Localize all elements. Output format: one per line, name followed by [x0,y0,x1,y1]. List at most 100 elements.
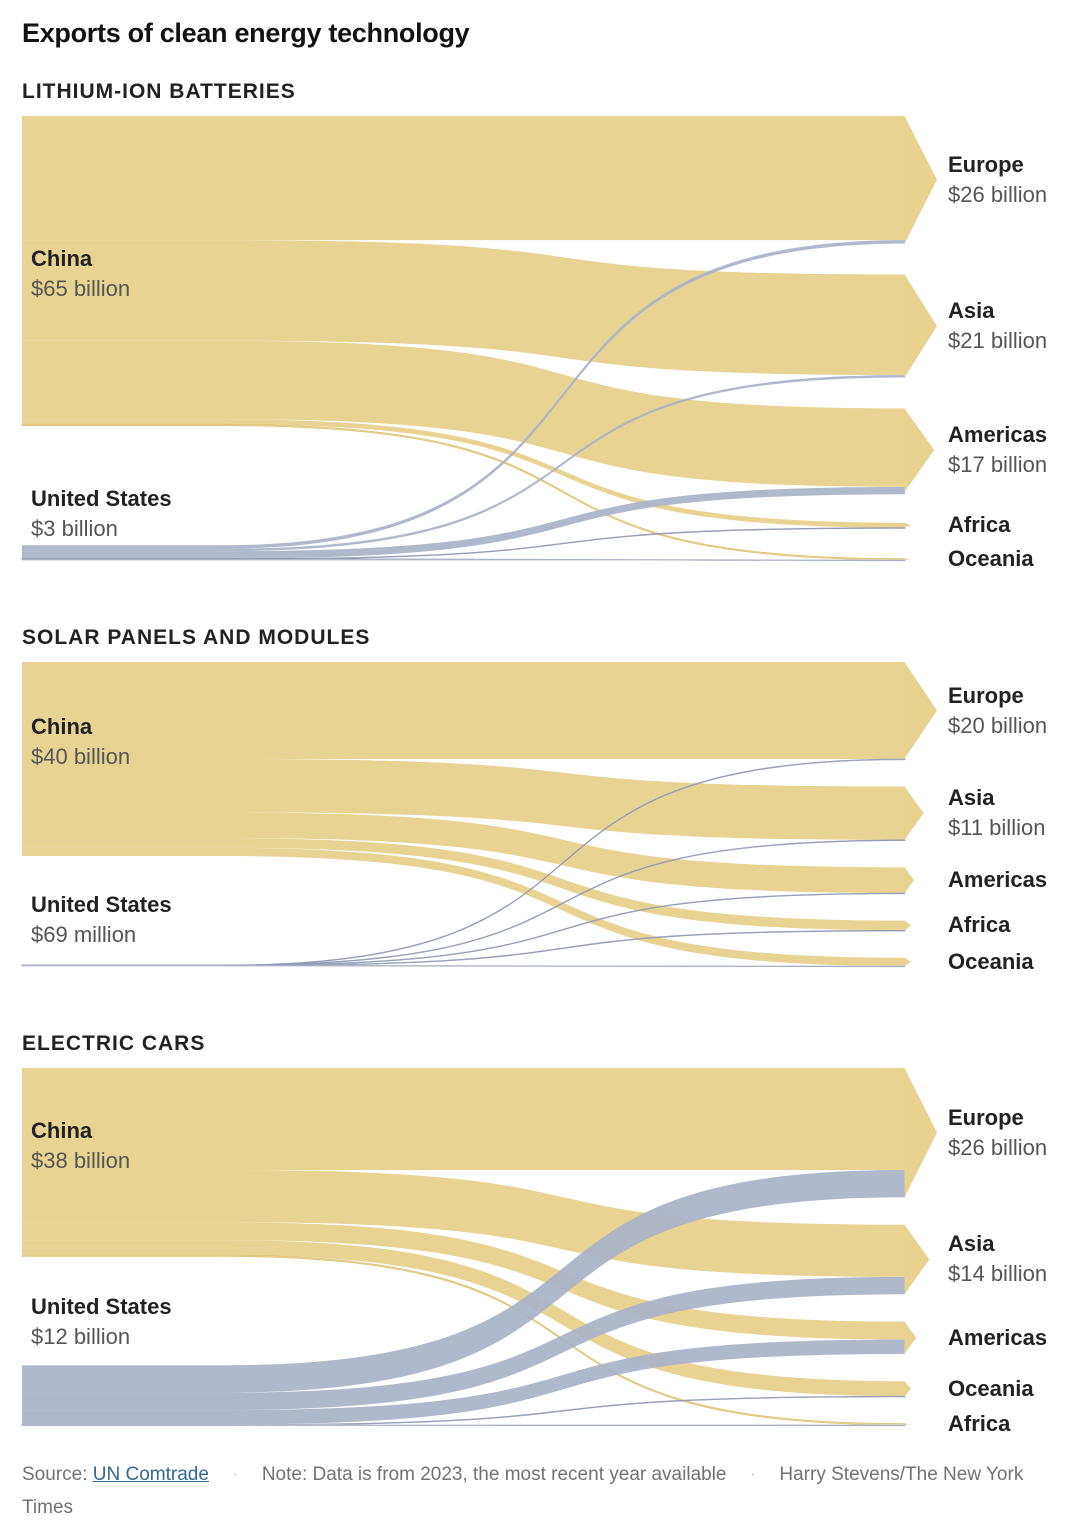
flow-united-states-to-europe [21,758,906,967]
source-value: $40 billion [31,744,131,769]
arrowhead-europe [904,662,937,759]
footer-credit: Harry Stevens/The New York Times [22,1464,1024,1518]
separator-dot: · [749,1464,757,1485]
footer-note: Note: Data is from 2023, the most recent… [261,1464,727,1485]
target-label-americas: Americas $17 billion [948,420,1047,480]
target-name: Americas [948,867,1048,893]
flow-china-to-africa [22,838,905,931]
arrowhead-europe [904,116,937,244]
flow-china-to-asia [22,240,905,376]
sankey-chart [21,116,937,562]
flow-china-to-oceania [22,1240,905,1397]
flow-united-states-to-africa [21,527,906,560]
flow-united-states-to-americas [22,486,905,559]
sankey-chart [21,1068,937,1427]
source-label-china: China $40 billion [31,712,130,772]
panel-electric-cars: ELECTRIC CARS China $38 billion United Sta… [0,1032,1080,1442]
flow-united-states-to-asia [22,1276,905,1411]
target-value: $11 billion [948,815,1046,841]
arrowhead-oceania [904,558,911,560]
target-label-asia: Asia $21 billion [948,296,1047,356]
target-label-africa: Africa [948,1409,1010,1439]
target-label-americas: Americas [948,865,1047,895]
source-label-china: China $38 billion [31,1116,130,1176]
target-value: $21 billion [948,328,1048,353]
source-name: United States [31,486,172,511]
arrowhead-europe [904,1068,937,1198]
flow-china-to-americas [22,812,905,894]
arrowhead-africa [904,1423,911,1425]
target-label-oceania: Oceania [948,1374,1034,1404]
chart-footer: Source: UN Comtrade · Note: Data is from… [22,1458,1052,1524]
target-value: $26 billion [948,1134,1048,1160]
source-value: $65 billion [31,276,131,301]
arrowhead-oceania [904,1381,911,1397]
target-name: Oceania [948,546,1034,572]
flow-china-to-asia [22,759,905,840]
target-name: Asia [948,785,995,811]
target-name: Oceania [948,948,1034,974]
target-value: $14 billion [948,1261,1048,1287]
target-label-europe: Europe $26 billion [948,150,1047,210]
flow-china-to-africa [22,419,905,528]
panel-title: ELECTRIC CARS [22,1032,206,1055]
arrowhead-americas [904,1321,917,1354]
source-name: China [31,246,93,271]
panel-solar-panels-and-modules: SOLAR PANELS AND MODULES China $40 billio… [0,626,1080,986]
flow-united-states-to-americas [22,1339,905,1425]
arrowhead-asia [904,1224,930,1295]
arrowhead-oceania [904,957,911,966]
flow-china-to-europe [22,1068,905,1170]
target-label-europe: Europe $26 billion [948,1103,1047,1163]
flow-china-to-europe [22,662,905,759]
arrowhead-asia [904,786,924,840]
target-name: Asia [948,1231,995,1257]
source-value: $38 billion [31,1148,131,1173]
flow-united-states-to-africa [21,929,906,967]
source-value: $69 million [31,922,137,947]
target-label-asia: Asia $14 billion [948,1229,1047,1289]
flow-united-states-to-asia [21,839,906,967]
chart-title: Exports of clean energy technology [22,18,470,48]
target-name: Americas [948,1324,1048,1350]
arrowhead-americas [904,408,935,492]
flow-united-states-to-europe [22,1169,905,1393]
arrowhead-africa [904,920,911,931]
target-name: Americas [948,422,1048,448]
source-label-united-states: United States $69 million [31,890,172,950]
source-name: United States [31,1294,172,1319]
source-value: $12 billion [31,1324,131,1349]
target-label-africa: Africa [948,510,1010,540]
flow-china-to-americas [22,340,905,487]
target-name: Asia [948,298,995,323]
arrowhead-americas [904,867,914,894]
source-prefix: Source: [22,1464,88,1485]
target-value: $17 billion [948,452,1048,478]
target-name: Europe [948,682,1024,708]
flow-china-to-asia [22,1169,905,1277]
target-label-oceania: Oceania [948,544,1034,574]
panel-title: LITHIUM-ION BATTERIES [22,80,296,103]
flow-china-to-europe [22,116,905,241]
flow-united-states-to-oceania [21,1395,906,1426]
source-name: United States [31,892,172,917]
arrowhead-africa [904,522,911,528]
source-label-united-states: United States $12 billion [31,1292,172,1352]
flow-united-states-to-americas [21,892,906,967]
sankey-chart [21,662,937,968]
source-label-united-states: United States $3 billion [31,484,172,544]
target-label-asia: Asia $11 billion [948,783,1045,843]
target-name: Europe [948,151,1024,177]
source-name: China [31,714,93,739]
target-name: Africa [948,512,1011,538]
target-name: Oceania [948,1375,1034,1401]
target-label-africa: Africa [948,910,1010,940]
source-link[interactable]: UN Comtrade [92,1464,209,1485]
source-name: China [31,1118,93,1143]
arrowhead-asia [904,274,937,378]
panel-title: SOLAR PANELS AND MODULES [22,626,371,649]
source-label-china: China $65 billion [31,244,130,304]
target-label-europe: Europe $20 billion [948,681,1047,741]
target-label-oceania: Oceania [948,947,1034,977]
target-label-americas: Americas [948,1323,1047,1353]
